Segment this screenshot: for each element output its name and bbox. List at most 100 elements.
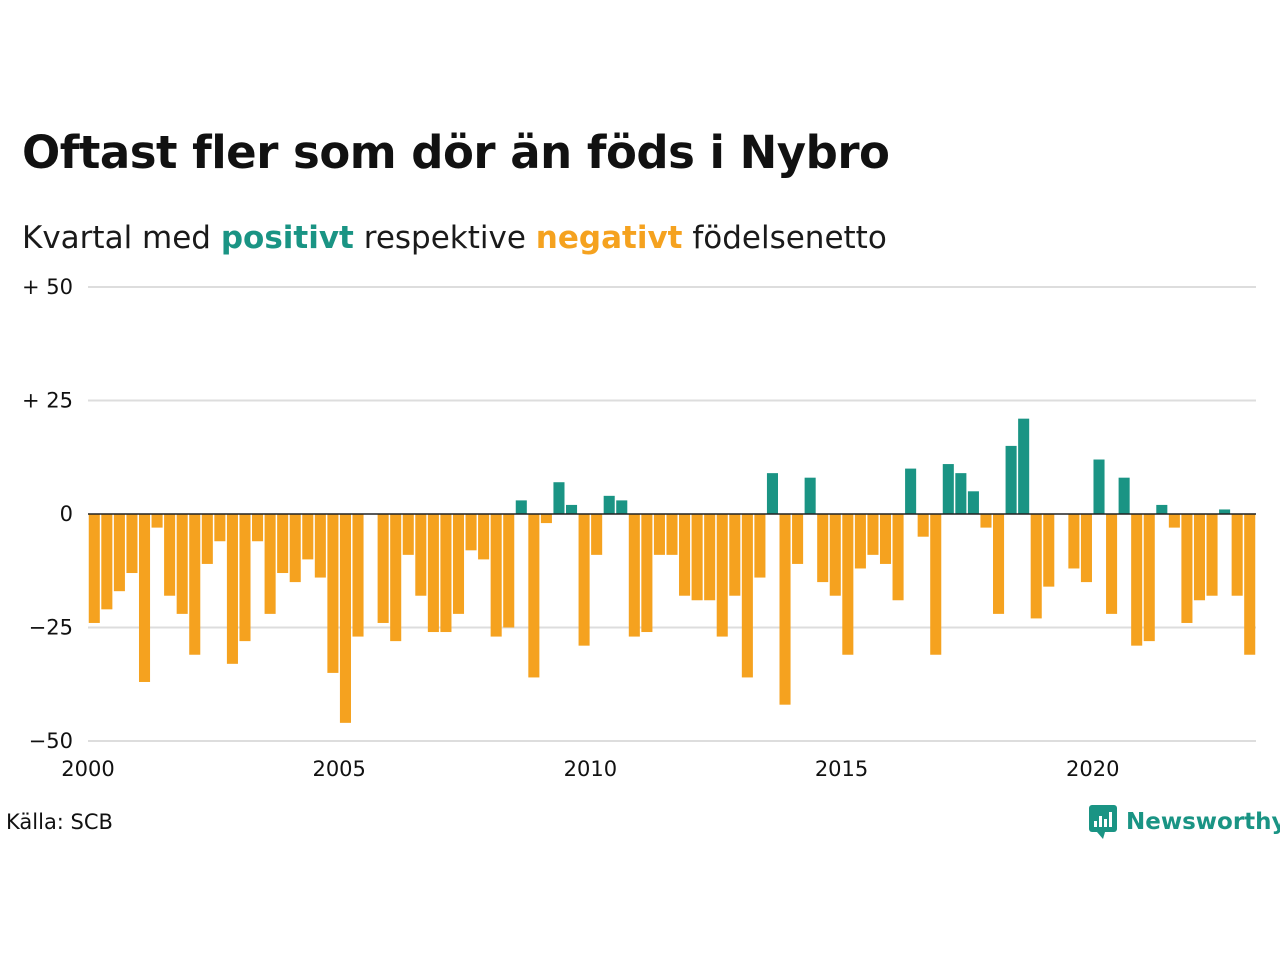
bar xyxy=(1093,459,1105,514)
bar xyxy=(1030,514,1042,619)
bar xyxy=(993,514,1005,614)
bar xyxy=(1005,445,1017,514)
bar xyxy=(176,514,188,614)
bar xyxy=(566,504,578,514)
bar xyxy=(327,514,339,673)
bar xyxy=(1206,514,1218,596)
chart-title: Oftast fler som dör än föds i Nybro xyxy=(22,126,890,179)
bar xyxy=(490,514,502,637)
bar xyxy=(879,514,892,564)
bar xyxy=(138,514,151,682)
x-axis-tick-labels: 2000 2005 2010 2015 2020 xyxy=(61,757,1119,781)
bar xyxy=(478,514,490,560)
x-tick-label: 2000 xyxy=(61,757,114,781)
bar xyxy=(352,514,364,637)
bar xyxy=(214,514,226,542)
bar xyxy=(955,473,967,514)
bar xyxy=(779,514,791,705)
bar xyxy=(754,514,766,578)
bar xyxy=(1068,514,1080,569)
x-tick-label: 2010 xyxy=(564,757,617,781)
bar xyxy=(201,514,213,564)
bar xyxy=(666,514,678,555)
bar xyxy=(528,514,540,678)
bar xyxy=(239,514,251,642)
bar xyxy=(817,514,829,583)
bar xyxy=(1143,514,1155,642)
bar xyxy=(716,514,728,637)
newsworthy-logo-icon xyxy=(1089,805,1117,839)
subtitle-middle: respektive xyxy=(363,220,526,256)
bar xyxy=(867,514,879,555)
bar xyxy=(967,491,979,514)
subtitle-positive-label: positivt xyxy=(220,220,354,256)
bar xyxy=(452,514,465,614)
bar xyxy=(540,514,552,524)
y-tick-label: + 50 xyxy=(22,275,73,299)
bar xyxy=(792,514,804,564)
bar xyxy=(151,514,163,528)
bar xyxy=(1043,514,1055,587)
bar xyxy=(277,514,289,574)
bar xyxy=(980,514,992,528)
bar xyxy=(402,514,414,555)
bar xyxy=(641,514,653,633)
bar xyxy=(1018,418,1030,514)
bar xyxy=(1106,514,1118,614)
x-tick-label: 2005 xyxy=(312,757,365,781)
brand-name: Newsworthy xyxy=(1126,809,1280,835)
bar xyxy=(1080,514,1092,583)
x-tick-label: 2015 xyxy=(815,757,868,781)
bar xyxy=(591,514,603,555)
subtitle-prefix: Kvartal med xyxy=(22,220,211,256)
bar xyxy=(164,514,176,596)
bar xyxy=(189,514,201,655)
bar xyxy=(578,514,590,646)
bar xyxy=(314,514,326,578)
bar xyxy=(515,500,527,514)
bar xyxy=(440,514,452,633)
bar xyxy=(1131,514,1143,646)
bar xyxy=(126,514,138,574)
x-tick-label: 2020 xyxy=(1066,757,1119,781)
y-tick-label: 0 xyxy=(60,502,73,526)
y-tick-label: + 25 xyxy=(22,389,73,413)
bar xyxy=(741,514,753,678)
bar xyxy=(1219,509,1231,514)
subtitle-negative-label: negativt xyxy=(535,220,683,256)
bar xyxy=(905,468,917,514)
grid-lines xyxy=(88,286,1256,742)
bar xyxy=(766,473,778,514)
y-tick-label: −25 xyxy=(29,616,73,640)
bar xyxy=(942,464,954,514)
bar xyxy=(616,500,628,514)
bar xyxy=(1231,514,1243,596)
bar xyxy=(339,514,351,723)
bar xyxy=(628,514,640,637)
bar xyxy=(226,514,238,664)
bar xyxy=(113,514,125,592)
bar xyxy=(917,514,929,537)
bar xyxy=(704,514,716,601)
bar xyxy=(88,514,100,623)
bar xyxy=(679,514,691,596)
newsworthy-brand: Newsworthy xyxy=(1088,803,1280,841)
bar xyxy=(465,514,477,551)
bar xyxy=(653,514,665,555)
bar xyxy=(804,477,816,514)
bars xyxy=(88,418,1256,723)
bar xyxy=(415,514,427,596)
bar xyxy=(729,514,741,596)
bar xyxy=(302,514,314,560)
bar xyxy=(101,514,113,610)
bar xyxy=(553,482,565,514)
bar xyxy=(1156,504,1168,514)
bar xyxy=(427,514,439,633)
bar xyxy=(1168,514,1180,528)
y-axis-tick-labels: + 50 + 25 0 −25 −50 xyxy=(22,275,73,753)
bar xyxy=(691,514,703,601)
bar xyxy=(930,514,942,655)
bar xyxy=(892,514,904,601)
bar xyxy=(1118,477,1130,514)
bar xyxy=(603,495,615,514)
